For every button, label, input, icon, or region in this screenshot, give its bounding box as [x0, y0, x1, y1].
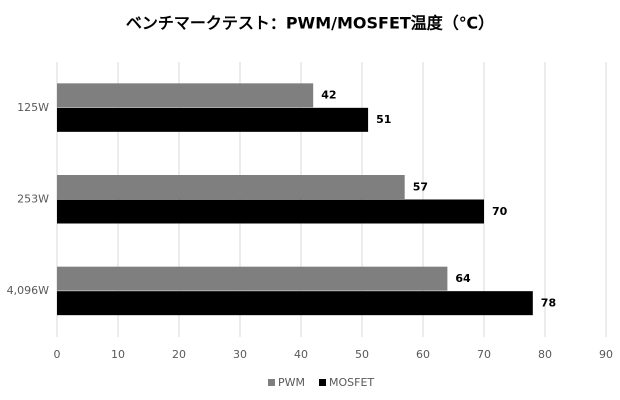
x-tick-label: 30: [233, 348, 247, 361]
value-label: 78: [541, 296, 556, 309]
x-tick-label: 10: [111, 348, 125, 361]
y-tick-label: 253W: [17, 193, 49, 206]
legend-label: MOSFET: [329, 376, 374, 389]
x-tick-label: 40: [294, 348, 308, 361]
bar: [57, 175, 405, 199]
legend-swatch: [268, 379, 275, 386]
value-label: 70: [492, 205, 508, 218]
legend-label: PWM: [278, 376, 305, 389]
x-tick-label: 80: [538, 348, 552, 361]
bar: [57, 107, 369, 132]
value-label: 42: [321, 89, 336, 102]
x-tick-label: 90: [599, 348, 613, 361]
value-label: 64: [455, 272, 471, 285]
bar: [57, 291, 533, 316]
bar: [57, 83, 314, 108]
x-tick-label: 20: [172, 348, 186, 361]
x-tick-label: 0: [54, 348, 61, 361]
x-tick-label: 50: [355, 348, 369, 361]
x-tick-label: 60: [416, 348, 430, 361]
value-label: 57: [413, 180, 428, 193]
y-tick-label: 125W: [17, 101, 49, 114]
y-tick-label: 4,096W: [7, 284, 49, 297]
x-tick-label: 70: [477, 348, 491, 361]
chart-title: ベンチマークテスト：PWM/MOSFET温度（℃）: [126, 14, 494, 33]
bar: [57, 266, 448, 291]
legend-swatch: [319, 379, 327, 386]
bar: [57, 199, 484, 224]
value-label: 51: [376, 113, 391, 126]
